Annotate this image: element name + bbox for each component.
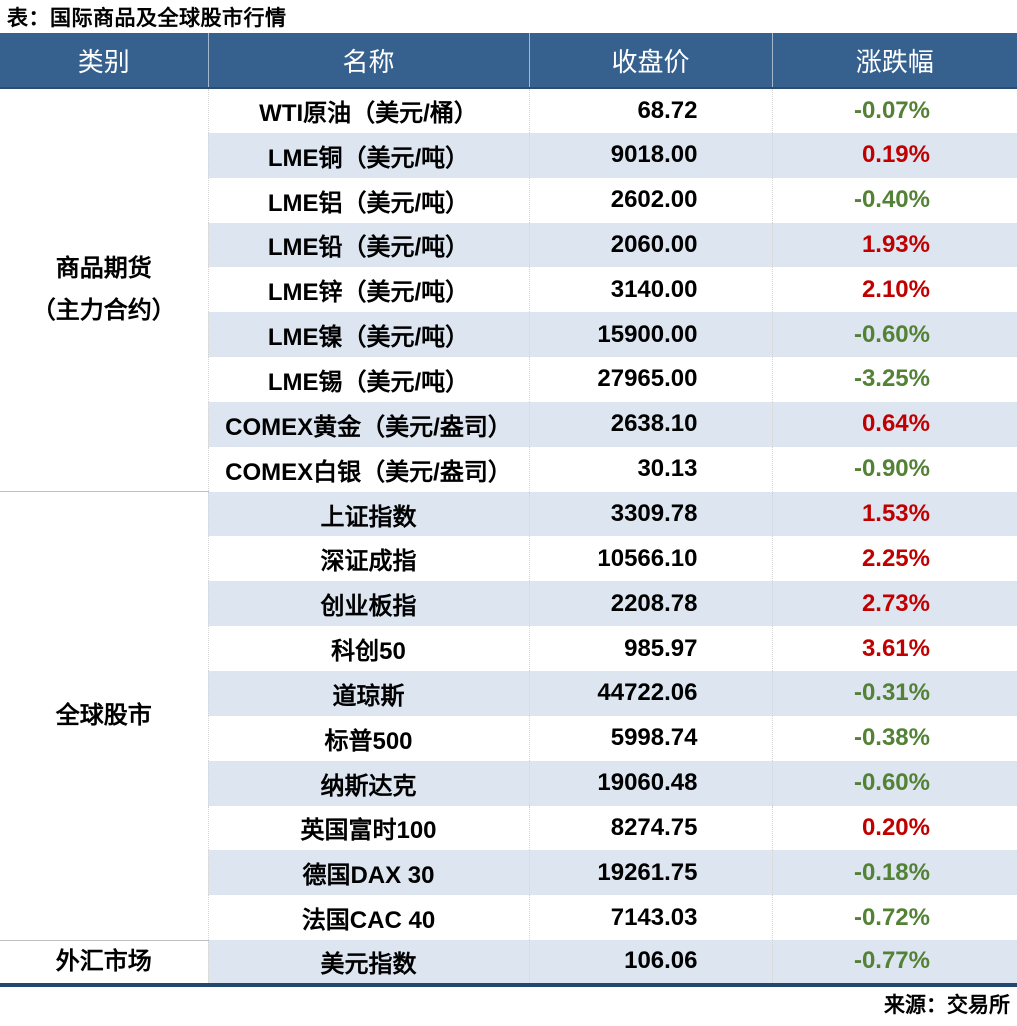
change-percent: 3.61% [772,626,1017,671]
close-price: 44722.06 [529,670,773,716]
close-price: 19060.48 [529,760,773,806]
table-row: 全球股市 上证指数 3309.78 1.53% [0,491,1017,941]
instrument-name: COMEX白银（美元/盎司） [208,446,530,492]
change-percent: -0.18% [772,850,1017,896]
instrument-name: 科创50 [208,626,530,671]
change-percent: -0.90% [772,446,1017,492]
table-header: 类别 名称 收盘价 涨跌幅 [0,33,1017,89]
close-price: 985.97 [529,626,773,671]
table-row: LME铅（美元/吨） 2060.00 1.93% [0,222,1017,268]
change-percent: -0.07% [772,88,1017,133]
instrument-name: COMEX黄金（美元/盎司） [208,401,530,447]
instrument-name: LME锌（美元/吨） [208,267,530,313]
instrument-name: LME锡（美元/吨） [208,357,530,402]
change-percent: -0.38% [772,715,1017,761]
table-row: 科创50 985.97 3.61% [0,626,1017,671]
close-price: 27965.00 [529,357,773,402]
table-row: LME锡（美元/吨） 27965.00 -3.25% [0,357,1017,402]
table-row: 纳斯达克 19060.48 -0.60% [0,760,1017,806]
close-price: 15900.00 [529,312,773,358]
change-percent: -0.31% [772,670,1017,716]
change-percent: 0.19% [772,132,1017,178]
instrument-name: 纳斯达克 [208,760,530,806]
close-price: 10566.10 [529,536,773,582]
category-line: 全球股市 [55,701,152,729]
table-row: LME铝（美元/吨） 2602.00 -0.40% [0,177,1017,223]
category-cell: 商品期货 （主力合约） [0,88,209,492]
header-name: 名称 [208,33,530,89]
table-row: 法国CAC 40 7143.03 -0.72% [0,895,1017,941]
table-row: 商品期货 （主力合约） WTI原油（美元/桶） 68.72 -0.07% [0,88,1017,492]
instrument-name: 上证指数 [208,491,530,537]
table-title: 表：国际商品及全球股市行情 [7,6,287,30]
change-percent: 1.93% [772,222,1017,268]
change-percent: -0.60% [772,312,1017,358]
header-category: 类别 [0,33,209,89]
header-close: 收盘价 [529,33,773,89]
table-row: 标普500 5998.74 -0.38% [0,715,1017,761]
close-price: 19261.75 [529,850,773,896]
table-row: COMEX黄金（美元/盎司） 2638.10 0.64% [0,401,1017,447]
change-percent: -0.40% [772,177,1017,223]
close-price: 68.72 [529,88,773,133]
category-line: （主力合约） [31,297,176,325]
table-row: LME锌（美元/吨） 3140.00 2.10% [0,267,1017,313]
instrument-name: 英国富时100 [208,805,530,851]
quotes-table: 类别 名称 收盘价 涨跌幅 商品期货 （主力合约） WTI原油（美元/桶） 68.72… [0,33,1017,987]
table-row: 道琼斯 44722.06 -0.31% [0,670,1017,716]
change-percent: 1.53% [772,491,1017,537]
close-price: 3140.00 [529,267,773,313]
instrument-name: 美元指数 [208,940,530,985]
table-row: LME镍（美元/吨） 15900.00 -0.60% [0,312,1017,358]
close-price: 5998.74 [529,715,773,761]
close-price: 106.06 [529,940,773,985]
category-line: 商品期货 [55,255,152,283]
header-change: 涨跌幅 [772,33,1017,89]
table-body: 商品期货 （主力合约） WTI原油（美元/桶） 68.72 -0.07% LME铜（美元/… [0,88,1017,985]
instrument-name: LME铅（美元/吨） [208,222,530,268]
category-line: 外汇市场 [55,947,152,975]
instrument-name: LME铜（美元/吨） [208,132,530,178]
instrument-name: 深证成指 [208,536,530,582]
instrument-name: 创业板指 [208,581,530,627]
table-row: LME铜（美元/吨） 9018.00 0.19% [0,132,1017,178]
category-cell: 外汇市场 [0,939,209,985]
close-price: 7143.03 [529,895,773,941]
change-percent: 2.25% [772,536,1017,582]
change-percent: 2.73% [772,581,1017,627]
change-percent: 0.20% [772,805,1017,851]
change-percent: -3.25% [772,357,1017,402]
close-price: 2060.00 [529,222,773,268]
close-price: 30.13 [529,446,773,492]
table-row: 德国DAX 30 19261.75 -0.18% [0,850,1017,896]
header-row: 类别 名称 收盘价 涨跌幅 [0,33,1017,89]
instrument-name: LME铝（美元/吨） [208,177,530,223]
table-row: 英国富时100 8274.75 0.20% [0,805,1017,851]
instrument-name: 道琼斯 [208,670,530,716]
close-price: 2638.10 [529,401,773,447]
change-percent: -0.60% [772,760,1017,806]
instrument-name: 法国CAC 40 [208,895,530,941]
close-price: 2602.00 [529,177,773,223]
change-percent: -0.72% [772,895,1017,941]
close-price: 2208.78 [529,581,773,627]
change-percent: 2.10% [772,267,1017,313]
category-cell: 全球股市 [0,491,209,941]
instrument-name: 德国DAX 30 [208,850,530,896]
change-percent: -0.77% [772,940,1017,985]
close-price: 8274.75 [529,805,773,851]
table-row: 深证成指 10566.10 2.25% [0,536,1017,582]
change-percent: 0.64% [772,401,1017,447]
close-price: 9018.00 [529,132,773,178]
instrument-name: 标普500 [208,715,530,761]
instrument-name: LME镍（美元/吨） [208,312,530,358]
table-row: COMEX白银（美元/盎司） 30.13 -0.90% [0,446,1017,492]
source-note: 来源：交易所 [884,993,1010,1017]
table-row: 创业板指 2208.78 2.73% [0,581,1017,627]
table-row: 外汇市场 美元指数 106.06 -0.77% [0,939,1017,985]
close-price: 3309.78 [529,491,773,537]
instrument-name: WTI原油（美元/桶） [208,88,530,133]
